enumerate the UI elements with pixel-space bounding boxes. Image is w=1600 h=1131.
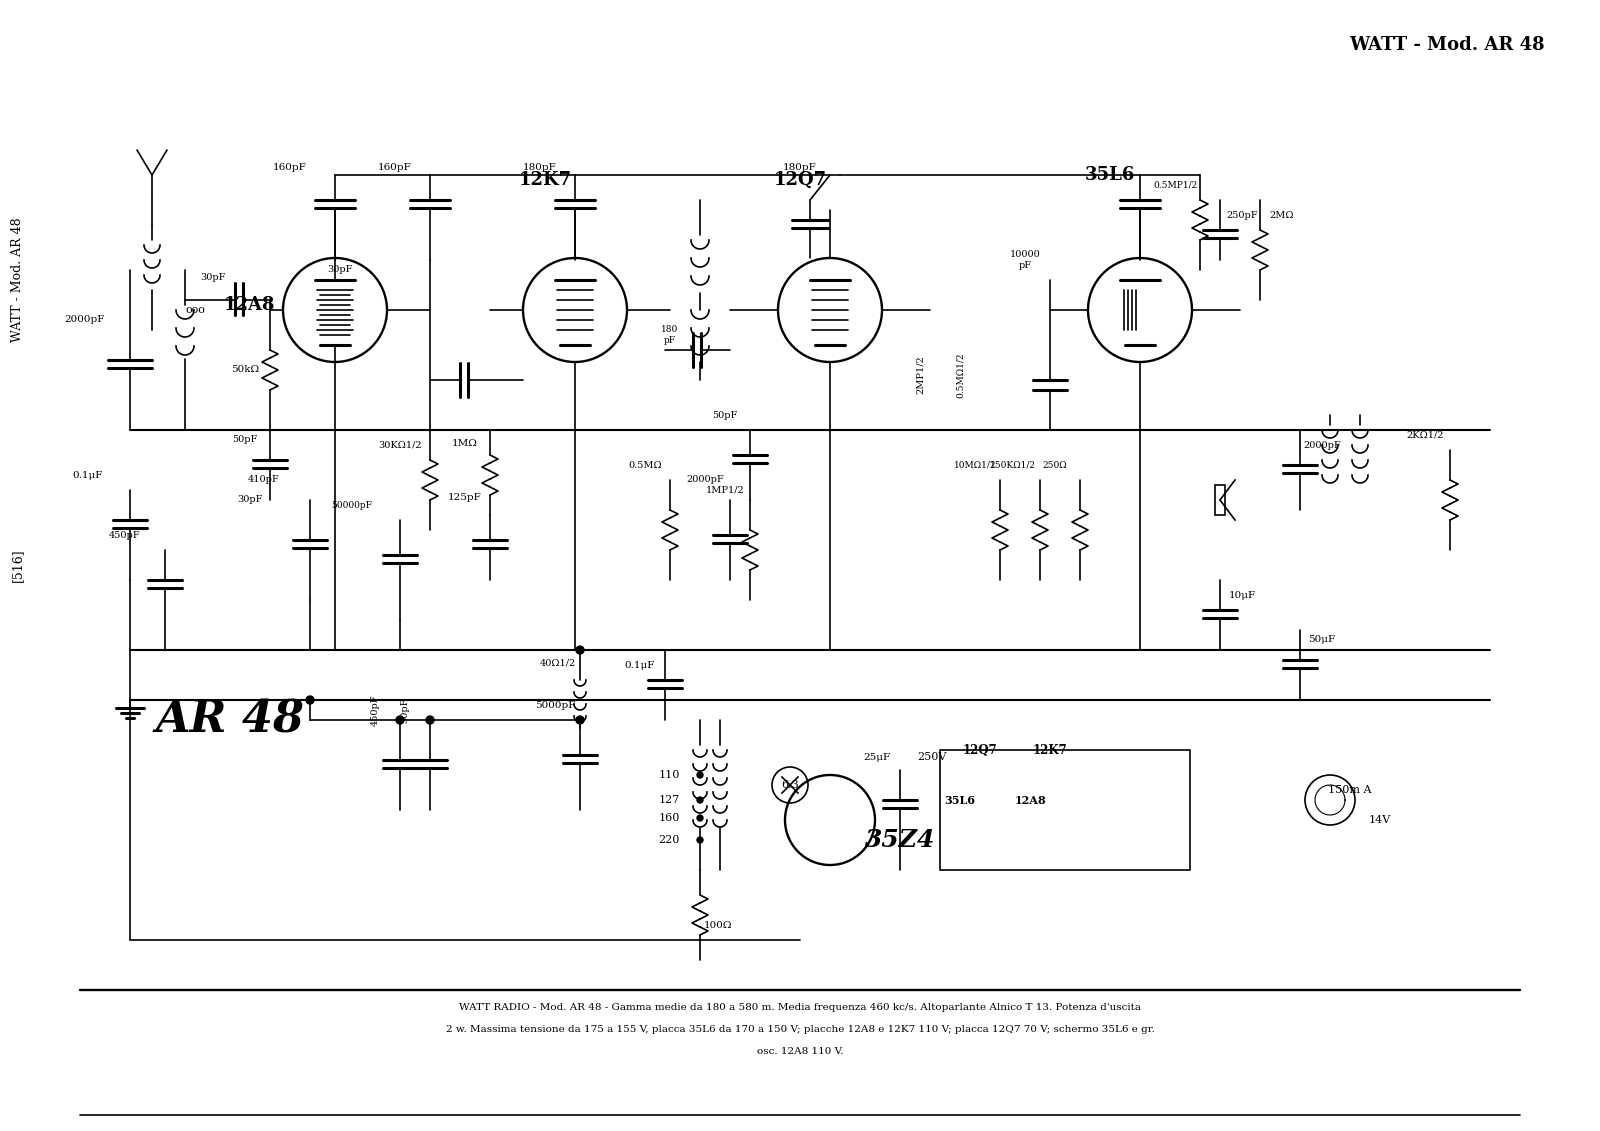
Text: AR 48: AR 48	[155, 699, 304, 742]
Text: 10MΩ1/2: 10MΩ1/2	[954, 460, 997, 469]
Text: 30pF: 30pF	[400, 697, 410, 723]
Text: 1MΡ1/2: 1MΡ1/2	[706, 485, 744, 494]
Text: 2000pF: 2000pF	[1302, 440, 1341, 449]
Text: 450pF: 450pF	[109, 530, 141, 539]
Text: 50pF: 50pF	[232, 435, 258, 444]
Text: 35L6: 35L6	[944, 794, 976, 805]
Text: 0.1μF: 0.1μF	[626, 661, 654, 670]
Circle shape	[576, 716, 584, 724]
Text: 6.3: 6.3	[781, 780, 798, 789]
Text: 12A8: 12A8	[1014, 794, 1046, 805]
Text: 12K7: 12K7	[1032, 743, 1067, 757]
Text: 25μF: 25μF	[864, 752, 891, 761]
Text: WATT - Mod. AR 48: WATT - Mod. AR 48	[1349, 36, 1546, 54]
Text: 40Ω1/2: 40Ω1/2	[539, 658, 576, 667]
Text: 2 w. Massima tensione da 175 a 155 V, placca 35L6 da 170 a 150 V; placche 12A8 e: 2 w. Massima tensione da 175 a 155 V, pl…	[445, 1026, 1155, 1035]
Text: 30KΩ1/2: 30KΩ1/2	[378, 440, 422, 449]
Text: 100Ω: 100Ω	[704, 921, 733, 930]
Text: ooo: ooo	[186, 305, 205, 316]
Circle shape	[698, 772, 702, 778]
Text: 180pF: 180pF	[523, 164, 557, 173]
Text: 0.5MΩ: 0.5MΩ	[629, 460, 662, 469]
Text: 35L6: 35L6	[1085, 166, 1134, 184]
Text: 125pF: 125pF	[448, 493, 482, 502]
Text: 220: 220	[659, 835, 680, 845]
Text: 50kΩ: 50kΩ	[230, 365, 259, 374]
Text: 250V: 250V	[917, 752, 947, 762]
Text: 5000pF: 5000pF	[534, 700, 574, 709]
Text: 160: 160	[659, 813, 680, 823]
Text: 2KΩ1/2: 2KΩ1/2	[1406, 431, 1443, 440]
Text: 50pF: 50pF	[712, 411, 738, 420]
Text: 50000pF: 50000pF	[331, 501, 371, 509]
Text: 30pF: 30pF	[237, 495, 262, 504]
Circle shape	[426, 716, 434, 724]
Text: 2000pF: 2000pF	[64, 316, 106, 325]
Text: [516]: [516]	[11, 549, 24, 581]
Text: 12K7: 12K7	[518, 171, 571, 189]
Bar	[941, 750, 1190, 870]
Text: osc. 12A8 110 V.: osc. 12A8 110 V.	[757, 1047, 843, 1056]
Bar	[1214, 485, 1226, 515]
Text: 150m A: 150m A	[1328, 785, 1371, 795]
Text: 250Ω: 250Ω	[1043, 460, 1067, 469]
Circle shape	[698, 815, 702, 821]
Circle shape	[306, 696, 314, 703]
Text: 10000
pF: 10000 pF	[1010, 250, 1040, 269]
Text: 450pF: 450pF	[371, 694, 379, 726]
Text: 10μF: 10μF	[1229, 590, 1256, 599]
Text: 127: 127	[659, 795, 680, 805]
Text: 110: 110	[659, 770, 680, 780]
Text: 0.1μF: 0.1μF	[72, 470, 102, 480]
Circle shape	[698, 797, 702, 803]
Text: 150KΩ1/2: 150KΩ1/2	[990, 460, 1037, 469]
Circle shape	[397, 716, 403, 724]
Text: 2MΩ: 2MΩ	[1270, 210, 1294, 219]
Text: 35Z4: 35Z4	[866, 828, 934, 852]
Circle shape	[576, 646, 584, 654]
Text: 12A8: 12A8	[224, 296, 275, 314]
Text: 180
pF: 180 pF	[661, 326, 678, 345]
Text: 0.5MΩ1/2: 0.5MΩ1/2	[955, 352, 965, 398]
Text: 1MΩ: 1MΩ	[453, 439, 478, 448]
Text: 12Q7: 12Q7	[773, 171, 827, 189]
Circle shape	[698, 837, 702, 843]
Text: WATT RADIO - Mod. AR 48 - Gamma medie da 180 a 580 m. Media frequenza 460 kc/s. : WATT RADIO - Mod. AR 48 - Gamma medie da…	[459, 1003, 1141, 1012]
Text: 30pF: 30pF	[200, 274, 226, 283]
Text: 2000pF: 2000pF	[686, 475, 723, 484]
Text: 180pF: 180pF	[782, 164, 818, 173]
Text: 12Q7: 12Q7	[963, 743, 997, 757]
Text: 410pF: 410pF	[248, 475, 280, 484]
Text: 160pF: 160pF	[274, 164, 307, 173]
Text: 2MΡ1/2: 2MΡ1/2	[915, 355, 925, 395]
Text: 30pF: 30pF	[328, 266, 352, 275]
Text: 50μF: 50μF	[1309, 636, 1336, 645]
Text: WATT - Mod. AR 48: WATT - Mod. AR 48	[11, 217, 24, 343]
Text: 0.5MΡ1/2: 0.5MΡ1/2	[1154, 181, 1197, 190]
Text: 14V: 14V	[1370, 815, 1390, 824]
Text: 160pF: 160pF	[378, 164, 411, 173]
Text: 250pF: 250pF	[1226, 210, 1258, 219]
